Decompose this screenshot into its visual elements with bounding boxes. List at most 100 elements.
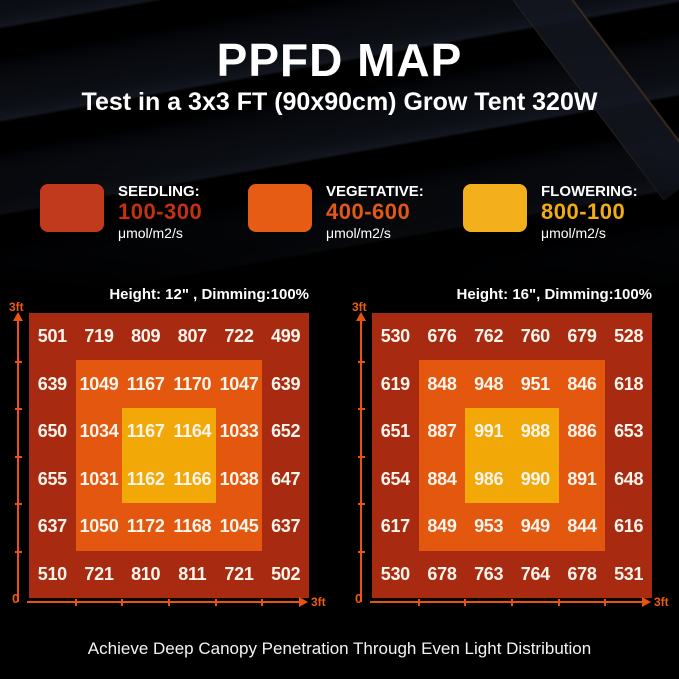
y-axis-arrow-icon [13, 312, 23, 321]
legend-label: VEGETATIVE: [326, 183, 424, 200]
heatmap-plot: 501 719 809 807 722 499 639 1049 1167 1170 1047 639… [29, 313, 309, 598]
legend-range: 800-100 [541, 199, 626, 224]
legend-range: 400-600 [326, 199, 411, 224]
axis-tick [604, 599, 607, 606]
vegetative-color-swatch [248, 184, 312, 232]
ppfd-cell: 639 [37, 373, 67, 394]
ppfd-cell: 502 [271, 563, 301, 584]
ppfd-cell: 531 [614, 563, 644, 584]
ppfd-cell: 530 [380, 563, 410, 584]
ppfd-cell: 1168 [173, 516, 212, 537]
axis-tick [358, 455, 365, 458]
ppfd-grid: 530 676 762 760 679 528 619 848 948 951 846 618 651 8… [372, 313, 652, 598]
ppfd-cell: 1166 [173, 468, 212, 489]
legend-label: FLOWERING: [541, 183, 638, 200]
axis-tick [15, 360, 22, 363]
ppfd-cell: 990 [520, 468, 550, 489]
footer-tagline: Achieve Deep Canopy Penetration Through … [87, 639, 592, 658]
ppfd-cell: 637 [271, 516, 301, 537]
ppfd-cell: 1164 [173, 421, 212, 442]
legend-text-vegetative: VEGETATIVE: 400-600 μmol/m2/s [326, 184, 424, 240]
ppfd-cell: 951 [520, 373, 550, 394]
ppfd-cell: 678 [427, 563, 457, 584]
ppfd-cell: 1034 [79, 421, 119, 442]
ppfd-cell: 647 [271, 468, 301, 489]
ppfd-cell: 721 [224, 563, 254, 584]
legend-item-flowering: FLOWERING: 800-100 μmol/m2/s [463, 184, 638, 240]
x-axis-origin-label: 0 [12, 591, 20, 606]
ppfd-cell: 1033 [219, 421, 259, 442]
ppfd-cell: 807 [177, 326, 207, 347]
ppfd-cell: 678 [567, 563, 597, 584]
ppfd-cell: 884 [427, 468, 457, 489]
axis-tick [15, 455, 22, 458]
ppfd-cell: 809 [131, 326, 161, 347]
ppfd-cell: 721 [84, 563, 114, 584]
ppfd-cell: 846 [567, 373, 597, 394]
x-axis-origin-label: 0 [355, 591, 363, 606]
x-axis [27, 597, 308, 607]
ppfd-cell: 948 [474, 373, 504, 394]
ppfd-cell: 991 [474, 421, 504, 442]
ppfd-cell: 530 [380, 326, 410, 347]
legend-unit: μmol/m2/s [118, 225, 183, 241]
legend-item-vegetative: VEGETATIVE: 400-600 μmol/m2/s [248, 184, 424, 240]
ppfd-cell: 655 [37, 468, 67, 489]
ppfd-cell: 648 [614, 468, 644, 489]
grow-light-fixture-photo [0, 0, 679, 310]
ppfd-cell: 722 [224, 326, 254, 347]
ppfd-cell: 637 [37, 516, 67, 537]
y-axis [13, 312, 23, 602]
axis-tick [358, 360, 365, 363]
legend-label: SEEDLING: [118, 183, 200, 200]
axis-tick [15, 503, 22, 505]
axis-tick [15, 550, 22, 553]
ppfd-cell: 886 [567, 421, 597, 442]
ppfd-cell: 1170 [173, 373, 212, 394]
ppfd-cell: 763 [474, 563, 504, 584]
ppfd-cell: 719 [84, 326, 114, 347]
ppfd-cell: 988 [520, 421, 550, 442]
ppfd-cell: 510 [37, 563, 67, 584]
zone-flowering [122, 407, 216, 503]
seedling-color-swatch [40, 184, 104, 232]
ppfd-cell: 676 [427, 326, 457, 347]
ppfd-cell: 528 [614, 326, 644, 347]
page-title: PPFD MAP [216, 34, 463, 86]
y-axis [356, 312, 366, 602]
x-axis-arrow-icon [642, 597, 651, 607]
ppfd-cell: 652 [271, 421, 301, 442]
legend-text-seedling: SEEDLING: 100-300 μmol/m2/s [118, 184, 202, 240]
axis-tick [358, 408, 365, 410]
legend-item-seedling: SEEDLING: 100-300 μmol/m2/s [40, 184, 202, 240]
ppfd-cell: 650 [37, 421, 67, 442]
ppfd-cell: 810 [131, 563, 161, 584]
zone-flowering [465, 407, 559, 503]
ppfd-cell: 986 [474, 468, 504, 489]
ppfd-cell: 949 [520, 516, 550, 537]
legend-unit: μmol/m2/s [326, 225, 391, 241]
ppfd-cell: 501 [37, 326, 67, 347]
ppfd-cell: 1167 [126, 421, 165, 442]
axis-tick [121, 599, 124, 606]
chart-title: Height: 16", Dimming:100% [456, 286, 652, 303]
axis-tick [464, 599, 467, 606]
legend-unit: μmol/m2/s [541, 225, 606, 241]
ppfd-chart-height-16: Height: 16", Dimming:100% 3ft 530 676 762 7… [343, 270, 679, 620]
axis-tick [358, 503, 365, 505]
ppfd-cell: 844 [567, 516, 597, 537]
legend-text-flowering: FLOWERING: 800-100 μmol/m2/s [541, 184, 638, 240]
x-axis-max-label: 3ft [654, 595, 669, 609]
ppfd-cell: 764 [520, 563, 550, 584]
ppfd-cell: 617 [380, 516, 410, 537]
axis-tick [74, 599, 77, 606]
ppfd-cell: 811 [178, 563, 207, 584]
x-axis [370, 597, 651, 607]
y-axis-max-label: 3ft [352, 300, 367, 314]
axis-tick [167, 599, 170, 606]
flowering-color-swatch [463, 184, 527, 232]
ppfd-cell: 1045 [219, 516, 259, 537]
heatmap-plot: 530 676 762 760 679 528 619 848 948 951 846 618 651 8… [372, 313, 652, 598]
axis-tick [510, 599, 513, 606]
